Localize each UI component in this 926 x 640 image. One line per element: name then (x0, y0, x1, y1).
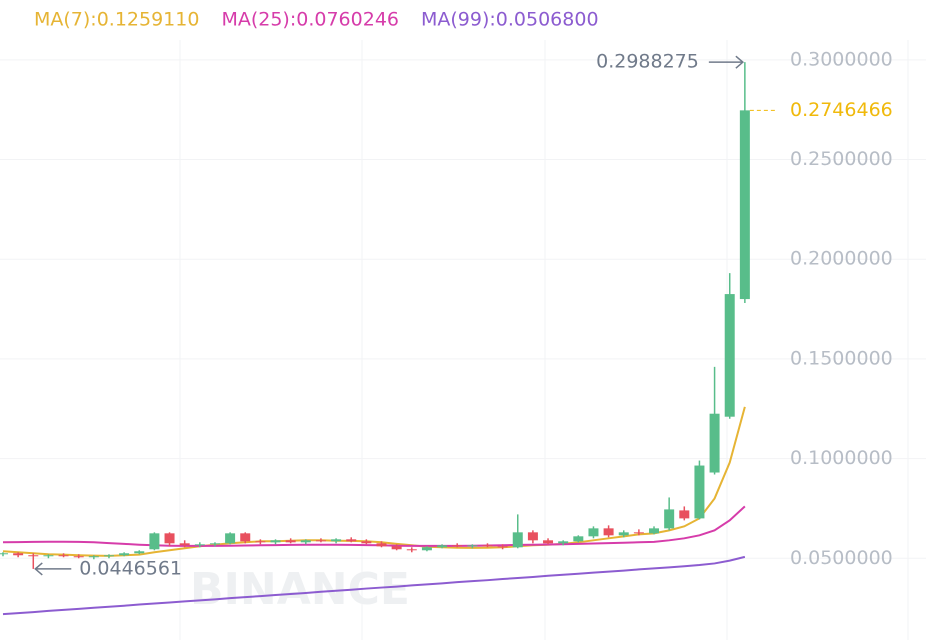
high-label: 0.2988275 (596, 51, 699, 73)
y-tick-label: 0.1500000 (790, 347, 893, 369)
candle-body (103, 555, 114, 557)
candle-body (240, 533, 251, 542)
candle-body (709, 413, 720, 473)
watermark: BINANCE (190, 564, 410, 615)
candle-body (255, 541, 266, 543)
candle-body (649, 528, 660, 534)
candle-body (376, 543, 387, 547)
ma-line (2, 406, 746, 557)
candle-body (361, 541, 372, 544)
candle-body (119, 553, 130, 556)
candle-body (694, 465, 705, 519)
candle-body (618, 532, 629, 536)
legend-entry: MA(99):0.0506800 (421, 9, 599, 31)
candle-body (346, 539, 357, 542)
candle-body (724, 294, 735, 417)
candle-body (497, 546, 508, 548)
legend-entry: MA(25):0.0760246 (221, 9, 399, 31)
candle-body (164, 533, 175, 544)
candle-body (739, 110, 750, 300)
candle-body (633, 532, 644, 534)
labels: 0.0500000 0.1000000 0.1500000 0.2000000 0.25… (34, 9, 893, 580)
y-tick-label: 0.3000000 (790, 48, 893, 70)
candles (0, 62, 750, 569)
ma-line (2, 555, 746, 616)
low-label: 0.0446561 (79, 557, 182, 579)
candle-body (664, 509, 675, 529)
grid (0, 59, 926, 559)
candle-body (58, 555, 69, 557)
candle-body (300, 540, 311, 543)
candle-body (452, 545, 463, 547)
legend-entry: MA(7):0.1259110 (34, 9, 199, 31)
candle-body (225, 533, 236, 544)
candle-body (88, 556, 99, 558)
candle-body (43, 555, 54, 557)
candle-body (0, 553, 8, 555)
y-tick-label: 0.0500000 (790, 547, 893, 569)
last-price-label: 0.2746466 (790, 99, 893, 121)
candle-body (437, 545, 448, 548)
candle-body (13, 553, 24, 556)
candle-body (391, 546, 402, 550)
candle-body (194, 544, 205, 546)
candle-body (209, 543, 220, 545)
candle-body (467, 545, 478, 547)
candle-body (512, 532, 523, 548)
candle-body (406, 549, 417, 551)
y-tick-label: 0.2000000 (790, 248, 893, 270)
y-tick-label: 0.1000000 (790, 447, 893, 469)
candle-body (588, 528, 599, 537)
candle-body (73, 556, 84, 558)
candle-body (331, 539, 342, 542)
candle-body (543, 540, 554, 544)
candle-body (28, 555, 39, 557)
candle-body (149, 533, 160, 550)
vertical-grid (179, 40, 909, 640)
candle-body (315, 540, 326, 542)
candle-body (573, 536, 584, 542)
candle-body (270, 540, 281, 543)
candle-body (179, 543, 190, 546)
y-tick-label: 0.2500000 (790, 148, 893, 170)
candle-body (558, 541, 569, 544)
candle-body (421, 547, 432, 551)
low-arrow (34, 562, 72, 576)
candle-body (482, 545, 493, 547)
candle-body (527, 532, 538, 541)
candle-body (134, 551, 145, 554)
ma-line (2, 505, 746, 547)
candle-body (285, 540, 296, 543)
high-arrow (708, 55, 745, 69)
candle-body (603, 528, 614, 536)
candle-body (679, 510, 690, 519)
